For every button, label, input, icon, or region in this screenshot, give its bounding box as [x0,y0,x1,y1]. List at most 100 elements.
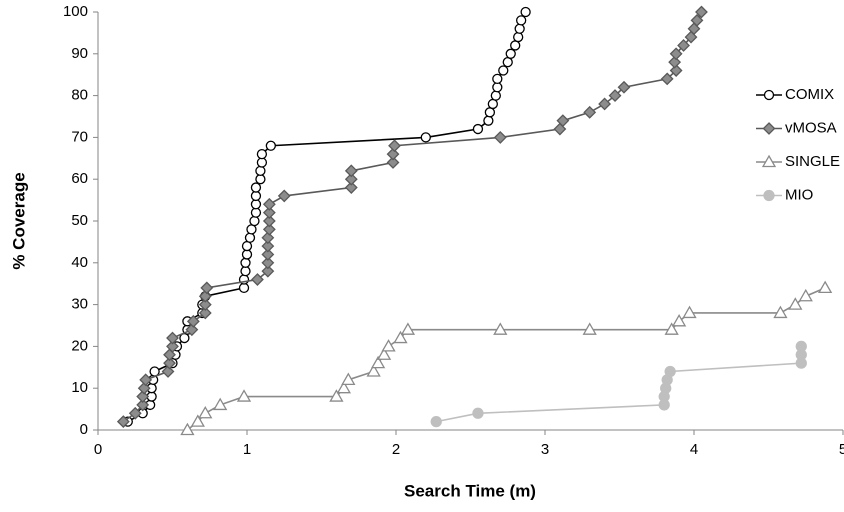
marker [198,306,212,320]
marker [516,15,527,26]
x-tick-label: 5 [839,441,844,458]
marker [198,405,213,419]
marker [250,207,262,218]
marker [261,231,275,245]
marker [498,65,509,76]
marker [773,305,788,319]
marker [250,182,262,193]
marker [795,340,807,353]
y-tick-label: 90 [71,45,88,62]
marker [262,222,276,236]
marker [163,356,176,370]
marker [386,147,400,161]
marker [236,389,252,402]
series [430,340,807,428]
legend-item: MIO [756,186,813,203]
marker [250,190,262,202]
y-tick-label: 50 [71,212,88,229]
marker [493,322,508,335]
marker [617,80,631,94]
legend-item: COMIX [756,86,834,103]
x-tick-label: 4 [690,441,698,458]
marker [669,47,683,61]
marker [502,57,513,68]
marker [817,280,833,294]
marker [510,40,521,51]
marker [763,89,775,101]
marker [798,288,813,302]
y-tick-label: 100 [63,3,88,20]
marker [669,64,683,77]
marker [256,148,268,160]
x-axis-title: Search Time (m) [404,481,536,500]
marker [261,239,275,253]
marker [241,240,253,252]
marker [329,389,344,402]
marker [514,23,525,34]
marker [180,422,195,436]
marker [341,372,356,385]
marker [261,256,275,270]
y-tick-label: 10 [71,379,88,396]
marker [763,189,775,202]
marker [198,298,212,312]
marker [262,214,276,228]
y-tick-label: 40 [71,254,88,271]
marker [238,282,250,294]
marker [198,289,212,303]
marker [386,156,400,169]
marker [677,39,690,52]
marker [490,90,501,101]
marker [336,380,351,394]
y-tick-label: 60 [71,170,88,187]
marker [166,339,179,353]
y-tick-label: 30 [71,296,88,313]
y-axis-title: % Coverage [9,172,28,269]
marker [240,257,251,268]
marker [376,347,392,360]
marker [137,381,151,395]
marker [664,322,679,335]
y-tick-label: 80 [71,87,88,104]
marker [366,364,381,377]
x-tick-label: 2 [392,441,400,458]
marker [185,323,199,337]
marker [484,107,496,118]
marker [246,224,257,235]
legend-item: SINGLE [756,153,840,170]
series [180,280,833,436]
marker [582,322,597,335]
marker [381,339,396,352]
legend-label: vMOSA [785,119,837,136]
marker [472,123,484,135]
marker [261,264,275,278]
marker [261,248,275,261]
marker [277,189,291,203]
marker [256,157,268,168]
marker [762,122,776,135]
marker [213,397,228,411]
marker [520,6,531,18]
series-line [186,287,826,431]
marker [598,97,612,111]
marker [695,5,708,19]
marker [370,355,386,369]
legend-label: SINGLE [785,153,840,170]
marker [241,249,253,260]
marker [128,406,142,420]
marker [472,407,484,419]
marker [161,365,175,378]
marker [690,13,704,27]
marker [139,373,153,387]
marker [244,232,256,243]
legend-item: vMOSA [756,119,837,136]
marker [671,314,687,327]
y-tick-label: 20 [71,337,88,354]
marker [200,281,214,295]
marker [761,154,777,168]
marker [344,172,358,186]
x-tick-label: 1 [243,441,251,458]
marker [136,390,150,403]
marker [190,414,205,427]
